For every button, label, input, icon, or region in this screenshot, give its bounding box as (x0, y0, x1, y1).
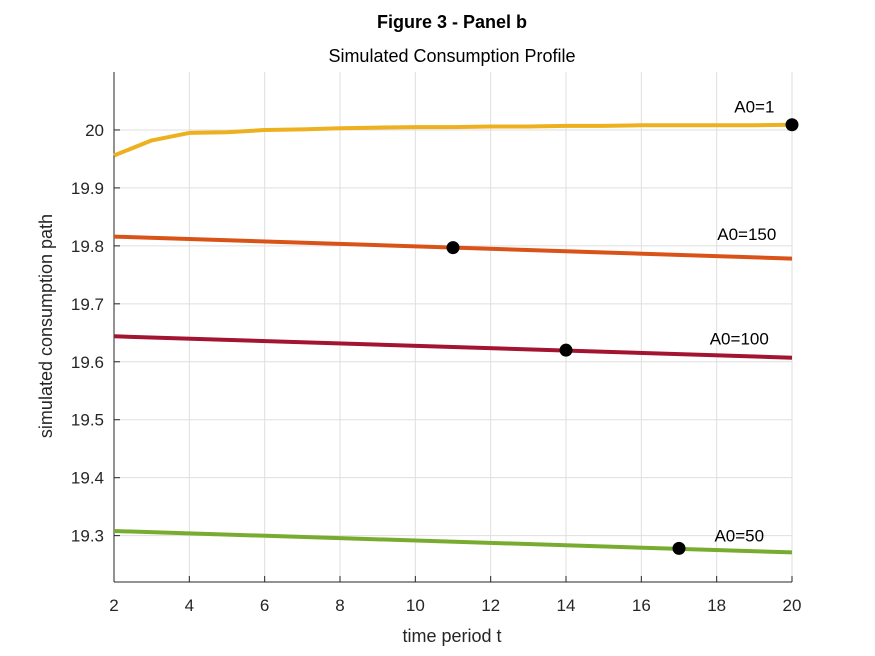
y-tick-label: 19.7 (71, 295, 104, 314)
y-tick-label: 19.6 (71, 353, 104, 372)
series-marker-a0-1 (785, 118, 799, 132)
grid (113, 72, 793, 582)
series-label-a0-150: A0=150 (717, 225, 776, 244)
x-tick-label: 6 (260, 596, 269, 615)
x-axis-label: time period t (402, 626, 501, 646)
series-line-a0-50 (113, 529, 793, 555)
series-marker-a0-100 (559, 343, 573, 357)
series-line-a0-1 (113, 122, 793, 158)
x-tick-label: 12 (481, 596, 500, 615)
x-tick-label: 10 (406, 596, 425, 615)
chart-title: Figure 3 - Panel b (377, 12, 527, 32)
series-label-a0-1: A0=1 (734, 98, 774, 117)
series-line-a0-100 (113, 334, 793, 360)
y-tick-label: 20 (85, 121, 104, 140)
tick-labels: 2 4 6 8 10 12 14 16 18 20 19.3 19.4 19.5 19.6 19.7 19.8… (71, 121, 802, 615)
series-marker-a0-150 (446, 241, 460, 255)
y-tick-label: 19.5 (71, 411, 104, 430)
x-tick-label: 20 (783, 596, 802, 615)
x-tick-label: 16 (632, 596, 651, 615)
y-tick-label: 19.3 (71, 527, 104, 546)
y-tick-label: 19.8 (71, 237, 104, 256)
series-label-a0-100: A0=100 (710, 329, 769, 348)
x-tick-label: 18 (707, 596, 726, 615)
series-label-a0-50: A0=50 (714, 526, 764, 545)
axes (113, 72, 793, 583)
y-tick-label: 19.4 (71, 469, 104, 488)
x-tick-label: 4 (185, 596, 194, 615)
series-group: A0=1 A0=150 A0=100 A0=50 (113, 98, 799, 555)
x-tick-label: 2 (109, 596, 118, 615)
x-tick-label: 8 (335, 596, 344, 615)
y-tick-label: 19.9 (71, 179, 104, 198)
chart-subtitle: Simulated Consumption Profile (328, 46, 575, 66)
series-marker-a0-50 (672, 541, 686, 555)
y-axis-label: simulated consumption path (36, 214, 56, 438)
x-tick-label: 14 (557, 596, 576, 615)
